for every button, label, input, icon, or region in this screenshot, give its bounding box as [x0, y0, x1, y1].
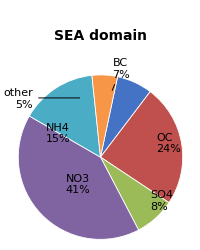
Wedge shape: [29, 76, 100, 158]
Text: NH4
15%: NH4 15%: [45, 122, 70, 144]
Title: SEA domain: SEA domain: [54, 28, 146, 42]
Wedge shape: [100, 158, 168, 230]
Wedge shape: [91, 76, 117, 158]
Text: SO4
8%: SO4 8%: [149, 189, 172, 211]
Wedge shape: [100, 78, 149, 158]
Text: OC
24%: OC 24%: [156, 132, 180, 154]
Wedge shape: [100, 92, 182, 203]
Text: BC
7%: BC 7%: [112, 58, 130, 91]
Wedge shape: [18, 116, 138, 240]
Text: other
5%: other 5%: [3, 88, 79, 109]
Text: NO3
41%: NO3 41%: [65, 173, 89, 195]
